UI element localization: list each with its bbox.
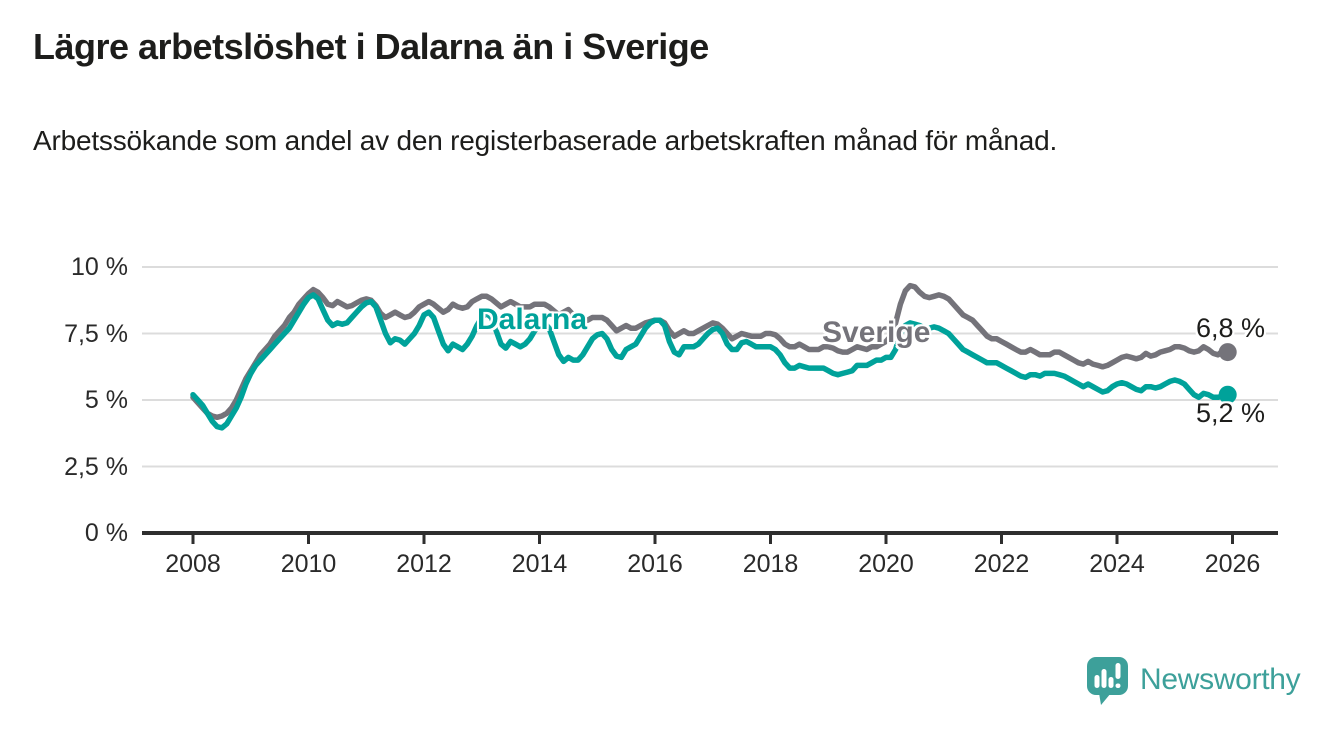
x-axis-label: 2022 <box>973 550 1030 578</box>
y-axis-label: 10 % <box>71 253 128 281</box>
y-axis-label: 0 % <box>84 519 128 547</box>
x-axis-label: 2012 <box>396 550 452 578</box>
x-axis-label: 2016 <box>627 550 683 578</box>
newsworthy-logo-icon <box>1087 657 1128 705</box>
series-label-dalarna: Dalarna <box>477 303 588 336</box>
newsworthy-logo: Newsworthy <box>1086 654 1301 706</box>
x-axis-label: 2024 <box>1089 550 1145 578</box>
newsworthy-logo-text: Newsworthy <box>1140 663 1301 696</box>
end-value-label-dalarna: 5,2 % <box>1196 398 1266 428</box>
end-dot-sverige <box>1218 343 1237 362</box>
page-subtitle: Arbetssökande som andel av den registerb… <box>33 125 1058 156</box>
y-axis-label: 5 % <box>84 386 128 414</box>
x-axis-label: 2020 <box>858 550 914 578</box>
page-title: Lägre arbetslöshet i Dalarna än i Sverig… <box>33 26 709 67</box>
y-axis-label: 2,5 % <box>64 452 128 481</box>
x-axis-label: 2026 <box>1204 550 1261 578</box>
series-line-sverige <box>190 282 1231 421</box>
x-axis-label: 2010 <box>280 550 337 578</box>
x-axis-label: 2008 <box>165 550 221 578</box>
end-value-label-sverige: 6,8 % <box>1196 313 1266 343</box>
x-axis-label: 2014 <box>511 550 568 578</box>
series-line-dalarna <box>190 292 1231 431</box>
x-axis-label: 2018 <box>742 550 799 578</box>
y-axis-label: 7,5 % <box>64 319 128 348</box>
end-dot-dalarna <box>1218 385 1237 404</box>
series-label-sverige: Sverige <box>822 316 931 349</box>
